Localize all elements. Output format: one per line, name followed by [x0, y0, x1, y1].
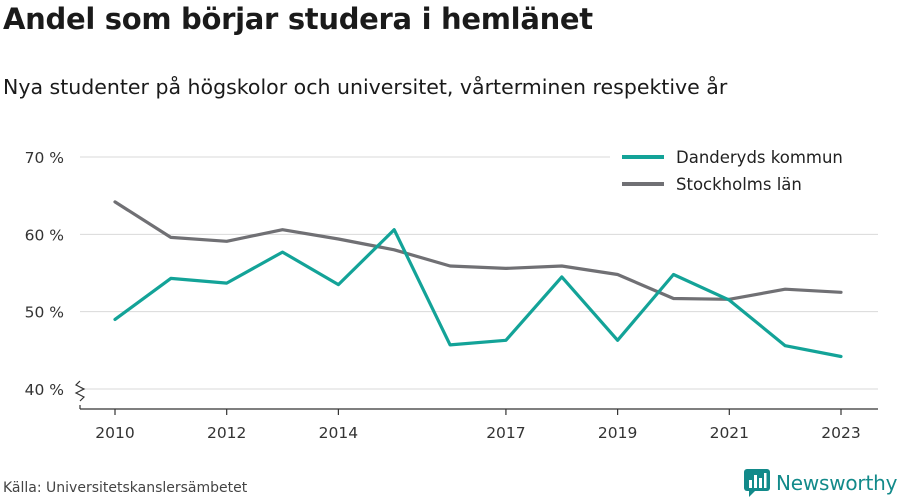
axis-break-icon	[74, 380, 86, 402]
chart-title: Andel som börjar studera i hemlänet	[3, 2, 593, 36]
legend-background	[610, 167, 885, 191]
brand-logo: Newsworthy	[744, 469, 897, 497]
x-tick-label: 2023	[821, 424, 860, 442]
series-line	[113, 200, 843, 301]
legend-label: Stockholms län	[676, 175, 802, 194]
x-tick-label: 2019	[598, 424, 637, 442]
legend-background	[610, 140, 885, 164]
x-tick-label: 2010	[95, 424, 134, 442]
series-lines	[113, 200, 843, 359]
brand-name: Newsworthy	[776, 471, 898, 495]
y-axis-ticks: 40 % 50 % 60 % 70 %	[25, 149, 64, 399]
legend-label: Danderyds kommun	[676, 148, 843, 167]
y-tick-label: 70 %	[25, 149, 64, 167]
y-tick-label: 60 %	[25, 226, 64, 244]
x-tick-label: 2014	[319, 424, 358, 442]
y-tick-label: 50 %	[25, 304, 64, 322]
x-tick-label: 2021	[710, 424, 749, 442]
source-note: Källa: Universitetskanslersämbetet	[3, 480, 248, 496]
x-tick-label: 2012	[207, 424, 246, 442]
chart-subtitle: Nya studenter på högskolor och universit…	[3, 75, 728, 99]
x-tick-label: 2017	[486, 424, 525, 442]
legend: Danderyds kommun Stockholms län	[610, 140, 885, 194]
x-axis: 2010 2012 2014 2017 2019 2021 2023	[74, 380, 878, 442]
y-tick-label: 40 %	[25, 381, 64, 399]
series-line	[113, 228, 843, 359]
newsworthy-logo-icon	[744, 469, 770, 497]
